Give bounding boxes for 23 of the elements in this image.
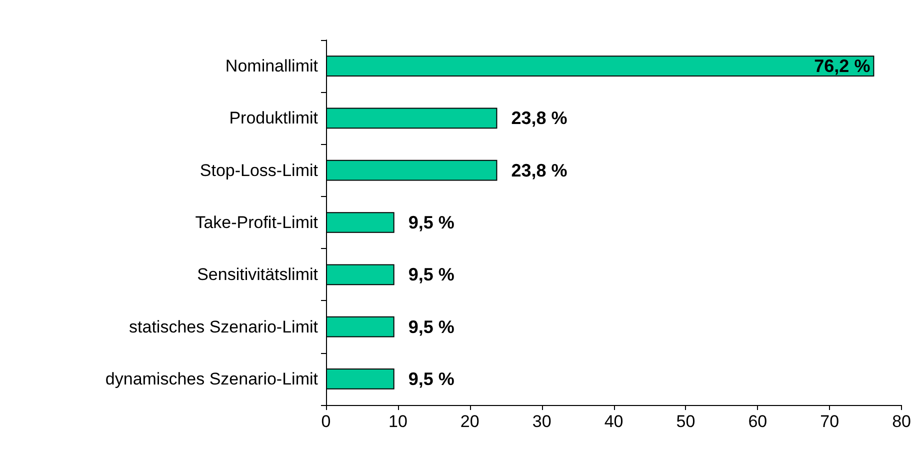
x-tick-label: 70 [820,412,840,431]
x-tick-label: 40 [604,412,624,431]
y-tick-label: statisches Szenario-Limit [129,317,318,336]
x-tick-label: 20 [460,412,480,431]
y-tick-label: Sensitivitätslimit [197,265,318,284]
x-tick-label: 50 [676,412,696,431]
x-tick-label: 10 [388,412,408,431]
y-tick-label: Produktlimit [229,108,318,128]
data-label: 23,8 % [511,160,568,180]
data-label: 9,5 % [408,316,454,337]
x-tick-label: 80 [892,412,912,431]
data-label: 9,5 % [408,212,454,232]
y-tick-label: Take-Profit-Limit [195,213,318,232]
y-tick-label: Nominallimit [225,56,318,76]
x-tick-label: 0 [321,412,331,431]
y-tick-label: Stop-Loss-Limit [200,160,318,180]
data-label: 76,2 % [814,56,870,76]
data-label: 9,5 % [408,368,454,389]
x-tick-label: 30 [532,412,552,431]
y-tick-label: dynamisches Szenario-Limit [105,369,318,388]
x-tick-label: 60 [748,412,768,431]
data-label: 9,5 % [408,264,454,285]
data-label: 23,8 % [511,108,568,128]
